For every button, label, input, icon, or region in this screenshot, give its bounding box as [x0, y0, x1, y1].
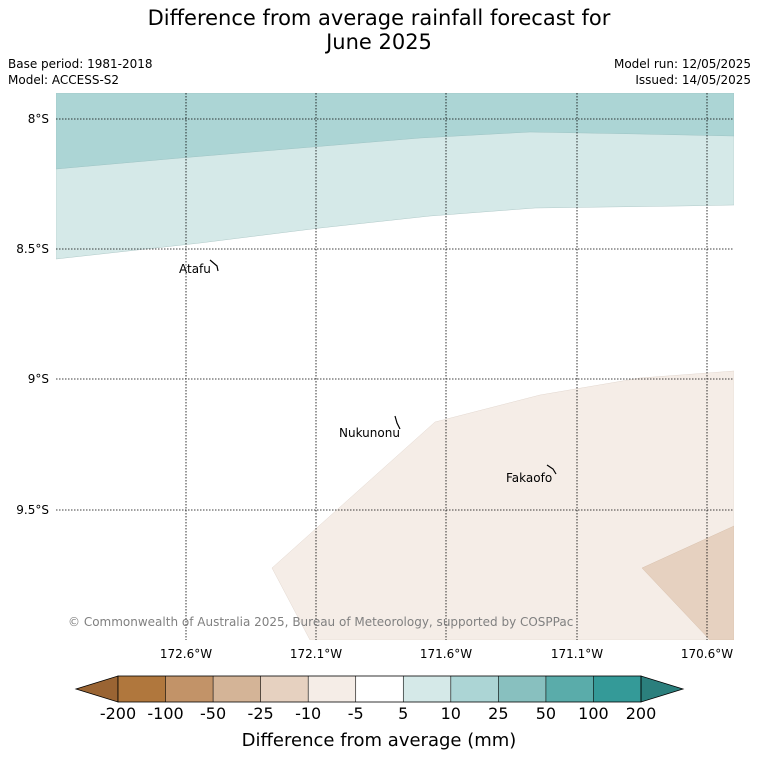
colorbar-bin: [593, 676, 641, 702]
map-gridlines: [56, 93, 734, 640]
place-label-nukunonu: Nukunonu: [339, 426, 400, 440]
colorbar-tick-label: -100: [147, 704, 184, 723]
map-title-line2: June 2025: [326, 30, 432, 54]
lon-label-171-6w: 171.6°W: [420, 647, 472, 661]
colorbar-bin: [355, 676, 404, 702]
wet-band-medium: [56, 93, 734, 170]
lon-label-170-6w: 170.6°W: [681, 647, 733, 661]
lat-label-9-5s: 9.5°S: [16, 503, 49, 517]
map-panel: Atafu Nukunonu Fakaofo © Commonwealth of…: [56, 93, 734, 640]
colorbar-tick-label: 50: [535, 704, 557, 723]
atafu-atoll-shape: [209, 259, 219, 272]
colorbar-bin: [498, 676, 546, 702]
colorbar-border: [117, 675, 642, 703]
model-text: Model: ACCESS-S2: [8, 73, 120, 87]
colorbar-tick-label: 200: [625, 704, 657, 723]
colorbar-bin: [260, 676, 309, 702]
place-label-fakaofo: Fakaofo: [506, 471, 552, 485]
colorbar-extend-min: [74, 675, 119, 703]
model-run-text: Model run: 12/05/2025: [613, 57, 751, 71]
copyright-text: © Commonwealth of Australia 2025, Bureau…: [68, 615, 573, 629]
dry-area-medium: [641, 525, 734, 640]
base-period-text: Base period: 1981-2018: [8, 57, 153, 71]
colorbar-tick-label: 5: [398, 704, 409, 723]
colorbar-extend-max: [640, 675, 685, 703]
place-label-atafu: Atafu: [179, 262, 211, 276]
nukunonu-atoll-shape: [394, 415, 401, 430]
colorbar-bin: [450, 676, 499, 702]
lat-label-8s: 8°S: [28, 112, 49, 126]
latitude-labels: 8°S 8.5°S 9°S 9.5°S: [16, 112, 49, 517]
map-title-line1: Difference from average rainfall forecas…: [147, 6, 611, 30]
colorbar-tick-label: -5: [347, 704, 364, 723]
colorbar-bin: [118, 676, 166, 702]
lon-label-171-1w: 171.1°W: [551, 647, 603, 661]
issued-text: Issued: 14/05/2025: [635, 73, 751, 87]
colorbar-bin: [213, 676, 261, 702]
colorbar-tick-label: -50: [200, 704, 227, 723]
longitude-labels: 172.6°W 172.1°W 171.6°W 171.1°W 170.6°W: [160, 647, 733, 661]
dry-area-light: [271, 370, 734, 640]
lon-label-172-1w: 172.1°W: [290, 647, 342, 661]
colorbar-tick-label: 25: [488, 704, 509, 723]
colorbar: [74, 675, 685, 703]
colorbar-bin: [403, 676, 451, 702]
colorbar-tick-label: -25: [247, 704, 274, 723]
colorbar-tick-label: 10: [440, 704, 461, 723]
lon-label-172-6w: 172.6°W: [160, 647, 212, 661]
fakaofo-atoll-shape: [546, 464, 557, 475]
lat-label-8-5s: 8.5°S: [16, 242, 49, 256]
colorbar-title: Difference from average (mm): [241, 730, 517, 751]
colorbar-bin: [308, 676, 356, 702]
colorbar-bin: [545, 676, 594, 702]
colorbar-tick-label: 100: [578, 704, 609, 723]
colorbar-tick-label: -10: [295, 704, 322, 723]
colorbar-bin: [165, 676, 214, 702]
colorbar-tick-label: -200: [99, 704, 137, 723]
lat-label-9s: 9°S: [28, 372, 49, 386]
